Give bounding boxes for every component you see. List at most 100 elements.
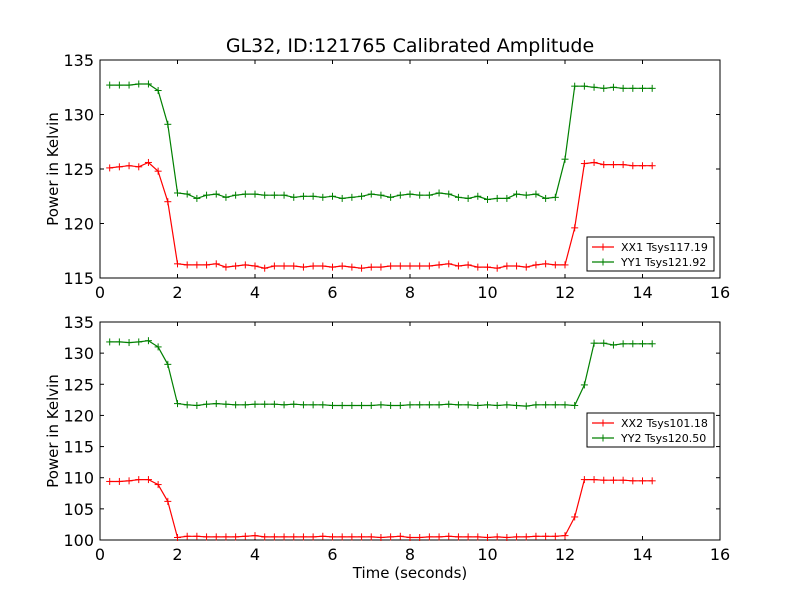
data-point: [522, 263, 530, 271]
x-tick-label: 10: [477, 283, 497, 302]
y-tick-label: 125: [63, 160, 94, 179]
data-point: [377, 263, 385, 271]
data-point: [580, 381, 588, 389]
data-point: [551, 532, 559, 540]
data-point: [590, 476, 598, 484]
data-point: [203, 400, 211, 408]
data-point: [261, 400, 269, 408]
data-point: [639, 162, 646, 170]
data-point: [309, 192, 317, 200]
data-point: [329, 192, 336, 200]
data-point: [280, 533, 288, 541]
x-tick-label: 6: [327, 283, 337, 302]
data-point: [203, 261, 211, 269]
x-tick-label: 8: [405, 545, 415, 564]
data-point: [261, 264, 269, 272]
data-point: [503, 401, 511, 409]
data-point: [619, 340, 627, 348]
series-1: [106, 158, 656, 272]
data-point: [445, 400, 453, 408]
data-point: [251, 190, 259, 198]
data-point: [493, 401, 501, 409]
x-tick-label: 16: [710, 545, 730, 564]
legend-label: XX1 Tsys117.19: [621, 241, 708, 254]
data-point: [115, 477, 123, 485]
data-point: [367, 263, 375, 271]
data-point: [464, 533, 472, 541]
data-point: [174, 189, 181, 197]
data-point: [261, 533, 269, 541]
y-axis-label: Power in Kelvin: [44, 112, 62, 226]
data-point: [445, 190, 453, 198]
data-point: [542, 194, 550, 202]
data-point: [600, 161, 608, 169]
data-point: [280, 191, 288, 199]
data-point: [241, 532, 249, 540]
data-point: [348, 401, 356, 409]
data-point: [193, 532, 201, 540]
data-point: [416, 262, 424, 270]
data-point: [164, 198, 172, 206]
data-point: [493, 264, 501, 272]
data-point: [590, 83, 598, 91]
data-point: [232, 401, 240, 409]
data-point: [551, 261, 559, 269]
legend-entry: XX2 Tsys101.18: [592, 417, 708, 430]
data-point: [290, 533, 298, 541]
data-point: [571, 82, 579, 90]
data-point: [464, 401, 472, 409]
data-point: [551, 401, 559, 409]
data-point: [193, 401, 201, 409]
data-point: [425, 191, 433, 199]
data-point: [183, 401, 191, 409]
data-point: [241, 401, 249, 409]
data-point: [261, 191, 269, 199]
data-point: [484, 401, 491, 409]
data-point: [590, 158, 598, 166]
data-point: [135, 163, 143, 171]
data-point: [648, 84, 656, 92]
data-point: [358, 533, 366, 541]
data-point: [358, 401, 366, 409]
data-point: [154, 167, 162, 175]
data-point: [377, 534, 385, 542]
data-point: [203, 533, 211, 541]
x-tick-label: 12: [555, 283, 575, 302]
data-point: [454, 401, 462, 409]
data-point: [125, 81, 133, 89]
x-tick-label: 2: [172, 283, 182, 302]
data-point: [629, 162, 637, 170]
series-2: [106, 337, 656, 410]
data-point: [183, 190, 191, 198]
y-tick-label: 100: [63, 531, 94, 550]
data-point: [222, 193, 230, 201]
y-tick-label: 115: [63, 269, 94, 288]
data-point: [309, 262, 317, 270]
data-point: [609, 341, 617, 349]
x-tick-label: 0: [95, 545, 105, 564]
data-point: [367, 533, 375, 541]
data-point: [270, 262, 278, 270]
y-tick-label: 125: [63, 375, 94, 394]
data-point: [299, 192, 307, 200]
data-point: [125, 339, 133, 347]
data-point: [503, 194, 511, 202]
y-tick-label: 120: [63, 215, 94, 234]
data-point: [561, 532, 569, 540]
y-tick-label: 135: [63, 51, 94, 70]
data-point: [406, 190, 414, 198]
data-point: [561, 155, 569, 163]
data-point: [648, 340, 656, 348]
data-point: [338, 262, 346, 270]
legend-label: YY2 Tsys120.50: [620, 432, 706, 445]
data-point: [493, 533, 501, 541]
x-tick-label: 8: [405, 283, 415, 302]
data-point: [174, 260, 181, 268]
y-tick-label: 130: [63, 344, 94, 363]
data-point: [348, 533, 356, 541]
data-point: [251, 400, 259, 408]
data-point: [135, 476, 143, 484]
data-point: [571, 224, 579, 232]
data-point: [329, 533, 336, 541]
